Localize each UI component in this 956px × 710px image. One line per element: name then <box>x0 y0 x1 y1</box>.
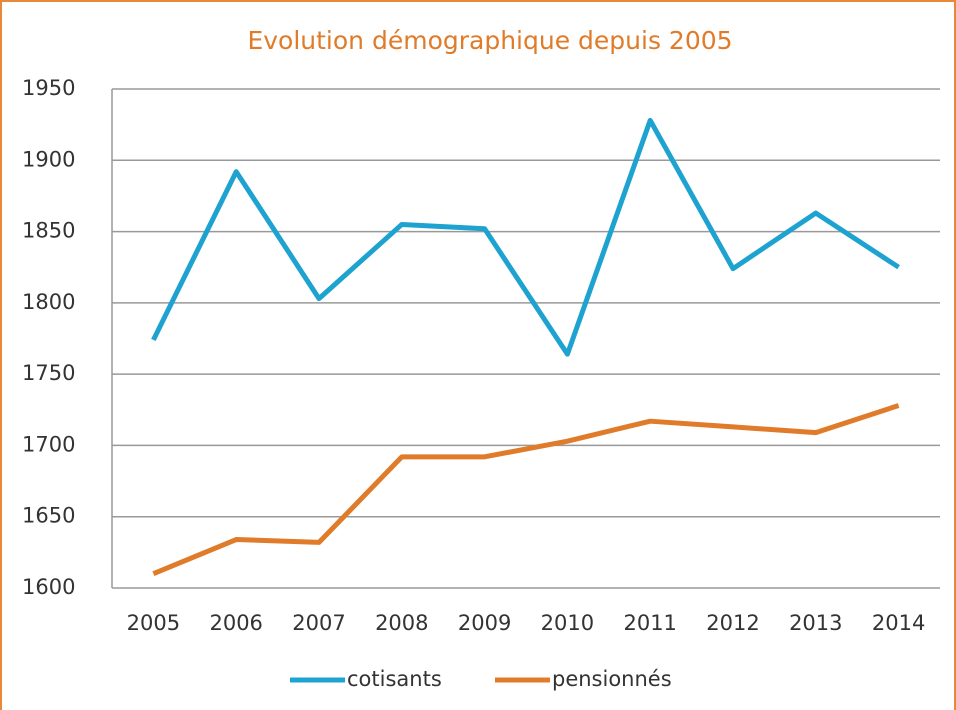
x-tick-label: 2007 <box>292 611 345 635</box>
x-tick-label: 2011 <box>623 611 676 635</box>
y-tick-label: 1750 <box>22 361 75 385</box>
y-tick-label: 1900 <box>22 147 75 171</box>
y-tick-label: 1650 <box>22 504 75 528</box>
x-tick-label: 2012 <box>706 611 759 635</box>
legend-label: pensionnés <box>552 667 672 691</box>
y-tick-label: 1850 <box>22 219 75 243</box>
series-line <box>151 117 900 357</box>
series-line <box>152 403 900 577</box>
x-tick-label: 2009 <box>458 611 511 635</box>
y-tick-label: 1950 <box>22 76 75 100</box>
x-tick-label: 2008 <box>375 611 428 635</box>
y-tick-label: 1800 <box>22 290 75 314</box>
x-tick-label: 2013 <box>789 611 842 635</box>
x-tick-label: 2005 <box>127 611 180 635</box>
x-tick-label: 2006 <box>209 611 262 635</box>
x-tick-label: 2010 <box>541 611 594 635</box>
chart-title: Evolution démographique depuis 2005 <box>247 26 732 55</box>
y-tick-label: 1600 <box>22 575 75 599</box>
y-tick-label: 1700 <box>22 432 75 456</box>
legend-label: cotisants <box>347 667 442 691</box>
x-tick-label: 2014 <box>872 611 925 635</box>
